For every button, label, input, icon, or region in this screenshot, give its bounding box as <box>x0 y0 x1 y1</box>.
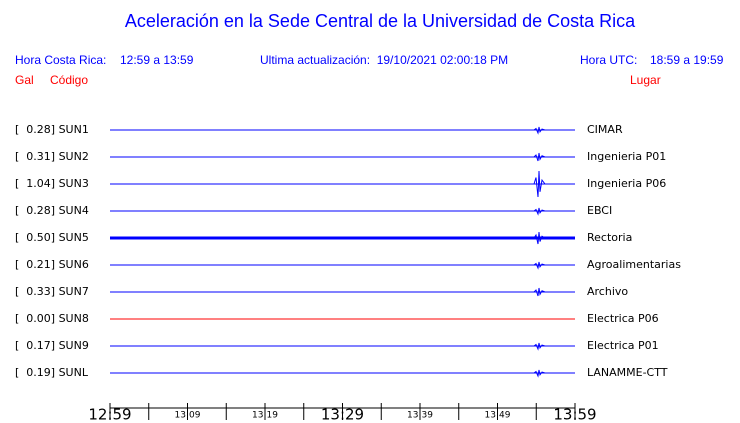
station-label: [ 0.28] SUN4 <box>15 204 89 217</box>
utc-label: Hora UTC: <box>580 53 637 67</box>
station-label: [ 0.19] SUNL <box>15 366 89 379</box>
time-label: 13:29 <box>321 406 364 423</box>
time-label: 12:59 <box>88 406 131 423</box>
trace-spike <box>533 152 546 162</box>
updated: Ultima actualización: 19/10/2021 02:00:1… <box>260 53 508 67</box>
time-label: 13:19 <box>252 411 278 421</box>
col-code: Código <box>50 73 88 87</box>
station-label: [ 0.17] SUN9 <box>15 339 89 352</box>
trace-spike <box>533 369 546 378</box>
time-label: 13:09 <box>175 411 201 421</box>
station-label: [ 0.33] SUN7 <box>15 285 89 298</box>
trace-spike <box>533 231 546 245</box>
station-place: Rectoria <box>587 231 632 244</box>
local-label: Hora Costa Rica: <box>15 53 106 67</box>
station-place: Electrica P06 <box>587 312 659 325</box>
time-label: 13:49 <box>485 411 511 421</box>
station-place: Ingenieria P01 <box>587 150 666 163</box>
local-range: 12:59 a 13:59 <box>120 53 194 67</box>
trace-spike <box>533 342 546 351</box>
station-label: [ 0.00] SUN8 <box>15 312 89 325</box>
station-label: [ 1.04] SUN3 <box>15 177 89 190</box>
station-place: CIMAR <box>587 123 623 136</box>
trace-spike <box>533 261 546 270</box>
time-label: 13:39 <box>407 411 433 421</box>
trace-spike <box>533 287 546 297</box>
title: Aceleración en la Sede Central de la Uni… <box>125 11 636 31</box>
station-place: EBCI <box>587 204 612 217</box>
station-label: [ 0.50] SUN5 <box>15 231 89 244</box>
col-gal: Gal <box>15 73 34 87</box>
station-place: Archivo <box>587 285 628 298</box>
time-label: 13:59 <box>553 406 596 423</box>
trace-spike <box>533 170 546 198</box>
station-place: Electrica P01 <box>587 339 659 352</box>
station-place: Agroalimentarias <box>587 258 681 271</box>
station-place: LANAMME-CTT <box>587 366 668 379</box>
station-label: [ 0.21] SUN6 <box>15 258 89 271</box>
utc-range: 18:59 a 19:59 <box>650 53 724 67</box>
station-label: [ 0.31] SUN2 <box>15 150 89 163</box>
station-label: [ 0.28] SUN1 <box>15 123 89 136</box>
trace-spike <box>533 126 546 135</box>
trace-spike <box>533 207 546 216</box>
station-place: Ingenieria P06 <box>587 177 666 190</box>
col-place: Lugar <box>630 73 661 87</box>
